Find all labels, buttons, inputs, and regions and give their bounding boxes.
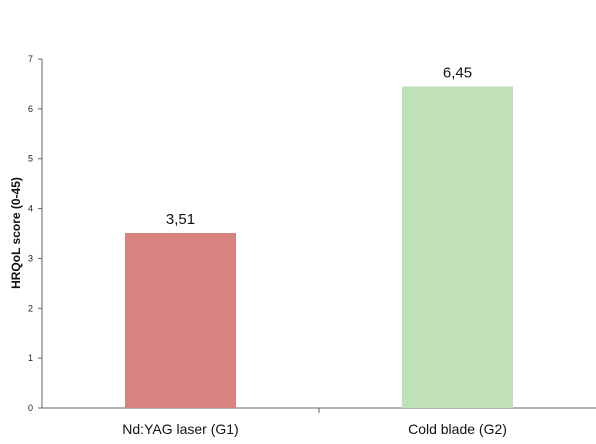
x-axis: Nd:YAG laser (G1) Cold blade (G2)	[42, 407, 596, 437]
y-tick-label: 5	[28, 154, 33, 164]
bar-2	[402, 86, 513, 409]
x-category-label: Nd:YAG laser (G1)	[122, 421, 238, 437]
bar-value-label: 6,45	[443, 64, 472, 81]
y-axis-title: HRQoL score (0-45)	[9, 177, 23, 289]
y-tick-label: 4	[28, 204, 33, 214]
y-axis: 0 1 2 3 4 5 6 7	[28, 54, 43, 413]
bar-1	[125, 233, 236, 408]
bars	[125, 86, 513, 409]
x-category-label: Cold blade (G2)	[408, 421, 507, 437]
y-tick-label: 0	[28, 403, 33, 413]
y-tick-label: 3	[28, 253, 33, 263]
y-tick-label: 1	[28, 353, 33, 363]
bar-value-label: 3,51	[166, 211, 195, 228]
y-tick-label: 6	[28, 104, 33, 114]
value-labels: 3,51 6,45	[166, 64, 472, 228]
y-tick-label: 2	[28, 303, 33, 313]
y-tick-label: 7	[28, 54, 33, 64]
